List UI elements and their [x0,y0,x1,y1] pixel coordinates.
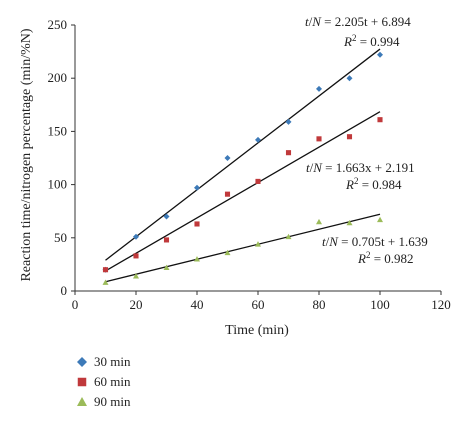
legend-label: 60 min [94,374,131,389]
data-point [316,85,322,92]
legend-marker [77,357,87,367]
trendline-equation: t/N = 1.663x + 2.191 [306,160,415,175]
r-squared-value: R2 = 0.982 [357,250,414,266]
data-point [346,219,353,226]
legend-marker [77,397,87,406]
legend-marker [77,377,87,387]
data-point [285,150,292,156]
x-tick-label: 80 [313,297,326,312]
trendline [105,111,381,272]
trendline [105,213,381,283]
data-point [102,279,109,285]
x-axis-label: Time (min) [225,323,289,338]
data-point [285,118,292,125]
data-point [194,221,200,227]
data-point [224,155,231,161]
data-point [316,136,322,142]
data-point [346,134,353,140]
r-squared-value: R2 = 0.984 [345,176,402,192]
data-point [163,237,170,243]
data-point [255,136,261,143]
data-point [163,213,170,220]
legend: 30 min 60 min 90 min [77,354,131,409]
data-point [102,267,109,273]
y-tick-label: 50 [54,230,67,245]
data-point [194,256,200,262]
data-point [285,233,292,240]
annotations: t/N = 2.205t + 6.894 R2 = 0.994 t/N = 1.66… [305,14,428,266]
y-tick-label: 0 [61,283,68,298]
data-point [316,218,322,225]
x-tick-label: 0 [72,297,79,312]
data-point [224,249,231,256]
x-tick-label: 60 [252,297,265,312]
y-axis-label: Reaction time/nitrogen percentage (min/%… [19,28,34,281]
data-point [255,241,261,247]
x-tick-label: 120 [431,297,451,312]
x-tick-label: 40 [191,297,204,312]
data-point [224,191,231,197]
data-point [255,178,261,184]
axes: 0 50 100 150 200 250 0 20 40 60 80 100 120 [48,17,451,312]
y-tick-label: 150 [48,123,68,138]
data-point [377,117,383,123]
data-point [163,264,170,270]
data-points [102,51,383,285]
x-tick-label: 20 [130,297,143,312]
y-tick-label: 100 [48,177,68,192]
legend-label: 30 min [94,354,131,369]
fit-lines [105,48,381,283]
trendline-equation: t/N = 0.705t + 1.639 [322,234,428,249]
r-squared-value: R2 = 0.994 [343,33,400,49]
x-tick-label: 100 [370,297,390,312]
legend-label: 90 min [94,394,131,409]
y-tick-label: 250 [48,17,68,32]
trendline [105,48,381,261]
y-tick-label: 200 [48,70,68,85]
data-point [377,51,383,58]
data-point [133,253,139,259]
data-point [377,216,383,223]
data-point [346,75,353,82]
trendline-equation: t/N = 2.205t + 6.894 [305,14,411,29]
data-point [133,273,139,279]
data-point [133,233,139,240]
data-point [194,184,200,191]
